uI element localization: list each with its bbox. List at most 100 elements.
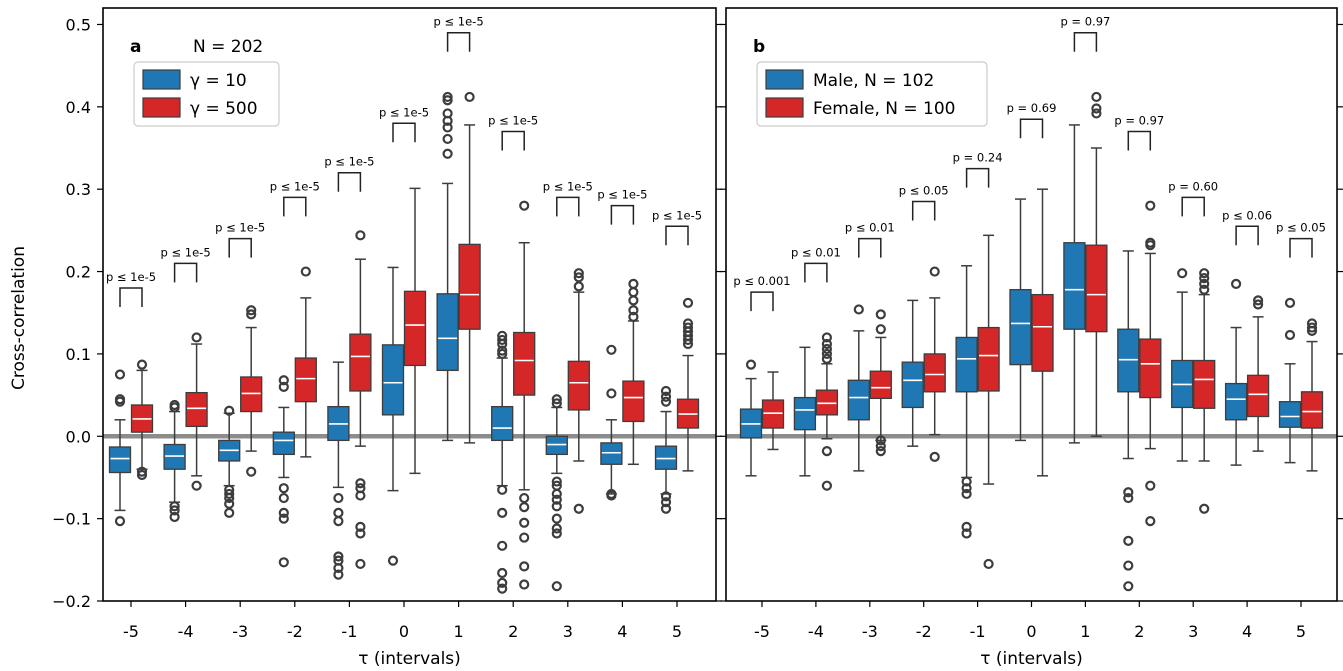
- box-iqr: [458, 243, 481, 330]
- outlier-point: [573, 281, 584, 292]
- x-tick-label: -4: [808, 622, 824, 641]
- p-value-label: p = 0.69: [1007, 101, 1057, 115]
- outlier-point: [1091, 91, 1102, 103]
- outlier-point: [875, 441, 886, 452]
- p-value-label: p ≤ 1e-5: [543, 179, 593, 193]
- x-axis-label: τ (intervals): [980, 649, 1083, 669]
- outlier-point: [1123, 492, 1134, 504]
- x-tick-label: 1: [454, 622, 464, 641]
- p-value-label: p ≤ 1e-5: [270, 179, 320, 193]
- box-iqr: [654, 445, 678, 470]
- panel-label: a: [130, 37, 141, 57]
- legend-swatch: [765, 69, 804, 90]
- y-tick-label: 0.1: [66, 345, 91, 364]
- box-iqr: [815, 389, 839, 416]
- significance-bracket: [858, 237, 882, 258]
- p-value-label: p = 0.60: [1168, 179, 1218, 193]
- p-value-label: p ≤ 0.06: [1222, 208, 1272, 222]
- box-iqr: [761, 399, 785, 429]
- outlier-point: [278, 507, 289, 518]
- outlier-point: [682, 338, 694, 350]
- y-tick-label: 0.5: [66, 15, 91, 34]
- legend-label: Male, N = 102: [813, 71, 934, 91]
- p-value-label: p ≤ 1e-5: [597, 188, 647, 202]
- outlier-point: [551, 476, 562, 487]
- outlier-point: [628, 287, 639, 298]
- outlier-point: [551, 394, 562, 405]
- panel-b: -5 p ≤ 0.001 -4 p ≤ 0.01 -3 p ≤ 0.01 -2 p ≤ 0.0…: [720, 7, 1343, 669]
- outlier-point: [497, 338, 508, 350]
- outlier-point: [821, 332, 833, 343]
- significance-bracket: [1181, 196, 1205, 217]
- outlier-point: [355, 490, 366, 501]
- outlier-point: [355, 558, 366, 570]
- box-iqr: [1193, 359, 1216, 409]
- x-tick-label: 0: [399, 622, 409, 641]
- outlier-point: [551, 501, 562, 512]
- outlier-point: [1091, 108, 1102, 119]
- significance-bracket: [610, 204, 635, 225]
- outlier-point: [1199, 503, 1210, 514]
- x-tick-label: 0: [1026, 622, 1036, 641]
- outlier-point: [278, 513, 289, 524]
- outlier-point: [278, 557, 289, 568]
- outlier-point: [278, 381, 289, 392]
- outlier-point: [551, 528, 562, 539]
- p-value-label: p ≤ 1e-5: [324, 155, 374, 169]
- x-tick-label: -2: [287, 622, 303, 641]
- box-iqr: [403, 290, 427, 367]
- box-iqr: [1300, 391, 1324, 429]
- box-red: [1031, 188, 1054, 477]
- box-iqr: [240, 376, 263, 413]
- outlier-point: [224, 507, 235, 518]
- legend-label: Female, N = 100: [813, 99, 956, 119]
- outlier-point: [355, 478, 366, 489]
- p-value-label: p ≤ 0.001: [733, 274, 790, 288]
- outlier-point: [519, 561, 530, 572]
- outlier-point: [961, 521, 972, 532]
- p-value-label: p ≤ 1e-5: [434, 15, 484, 29]
- outlier-point: [191, 480, 202, 491]
- outlier-point: [442, 148, 453, 159]
- box-blue: [163, 399, 186, 523]
- outlier-point: [114, 396, 126, 407]
- legend-swatch: [765, 97, 804, 118]
- box-iqr: [294, 357, 317, 403]
- legend-swatch: [142, 97, 181, 118]
- outlier-point: [136, 469, 148, 481]
- x-tick-label: 2: [1134, 622, 1144, 641]
- x-axis-label: τ (intervals): [358, 649, 461, 669]
- box-red: [240, 305, 263, 477]
- outlier-point: [191, 332, 202, 343]
- p-value-label: p = 0.97: [1060, 15, 1110, 29]
- x-tick-label: 5: [672, 622, 682, 641]
- significance-bracket: [446, 31, 471, 52]
- y-tick-label: 0.4: [66, 98, 91, 117]
- y-axis-label: Cross-correlation: [9, 246, 29, 390]
- outlier-point: [1284, 329, 1296, 341]
- significance-bracket: [665, 225, 689, 246]
- box-iqr: [491, 405, 514, 442]
- box-iqr: [1031, 293, 1054, 372]
- outlier-point: [961, 488, 972, 500]
- box-red: [1246, 295, 1270, 452]
- significance-bracket: [228, 237, 252, 258]
- box-red: [403, 187, 427, 475]
- box-blue: [1063, 124, 1086, 444]
- outlier-point: [519, 579, 530, 590]
- outlier-point: [961, 483, 972, 494]
- outlier-point: [853, 304, 864, 315]
- outlier-point: [300, 266, 311, 277]
- box-red: [815, 332, 839, 491]
- box-iqr: [513, 331, 536, 396]
- outlier-point: [333, 569, 344, 580]
- significance-bracket: [911, 200, 936, 221]
- box-blue: [901, 299, 924, 447]
- outlier-point: [961, 528, 972, 539]
- box-iqr: [955, 336, 978, 393]
- outlier-point: [333, 507, 344, 518]
- outlier-point: [660, 503, 672, 514]
- x-tick-label: -3: [862, 622, 878, 641]
- box-blue: [1009, 198, 1032, 442]
- outlier-point: [114, 369, 126, 380]
